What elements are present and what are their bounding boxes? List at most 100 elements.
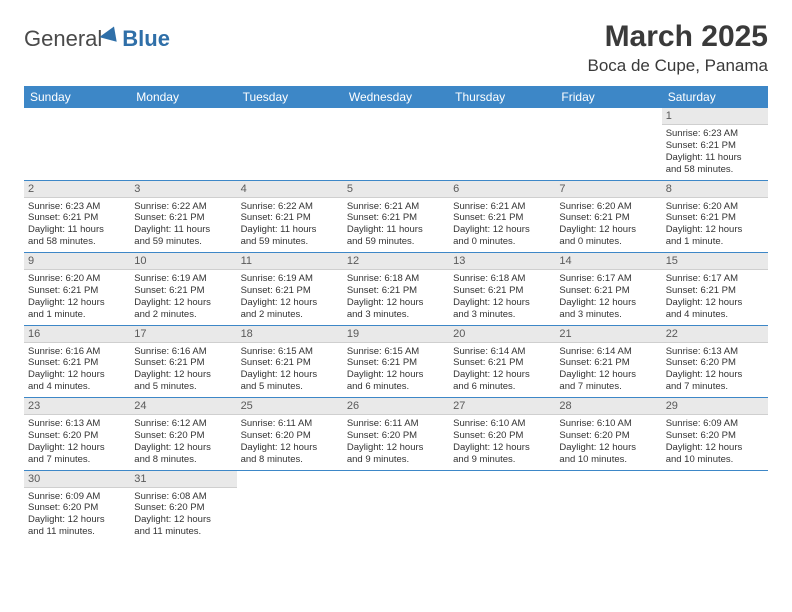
sunrise-text: Sunrise: 6:23 AM (666, 128, 764, 140)
daylight-text: Daylight: 12 hours (559, 224, 657, 236)
day-details: Sunrise: 6:21 AMSunset: 6:21 PMDaylight:… (343, 198, 449, 253)
day-number: 24 (130, 398, 236, 415)
calendar-cell: 28Sunrise: 6:10 AMSunset: 6:20 PMDayligh… (555, 398, 661, 471)
daylight-text: and 6 minutes. (453, 381, 551, 393)
calendar-row: 9Sunrise: 6:20 AMSunset: 6:21 PMDaylight… (24, 253, 768, 326)
day-number: 12 (343, 253, 449, 270)
sunrise-text: Sunrise: 6:17 AM (666, 273, 764, 285)
calendar-cell: 1Sunrise: 6:23 AMSunset: 6:21 PMDaylight… (662, 108, 768, 180)
calendar-cell: 8Sunrise: 6:20 AMSunset: 6:21 PMDaylight… (662, 180, 768, 253)
day-details: Sunrise: 6:09 AMSunset: 6:20 PMDaylight:… (662, 415, 768, 470)
day-details: Sunrise: 6:15 AMSunset: 6:21 PMDaylight:… (237, 343, 343, 398)
sunset-text: Sunset: 6:20 PM (559, 430, 657, 442)
daylight-text: and 7 minutes. (666, 381, 764, 393)
location-label: Boca de Cupe, Panama (587, 56, 768, 76)
day-details: Sunrise: 6:16 AMSunset: 6:21 PMDaylight:… (24, 343, 130, 398)
day-details: Sunrise: 6:10 AMSunset: 6:20 PMDaylight:… (555, 415, 661, 470)
calendar-cell: 27Sunrise: 6:10 AMSunset: 6:20 PMDayligh… (449, 398, 555, 471)
calendar-cell: 2Sunrise: 6:23 AMSunset: 6:21 PMDaylight… (24, 180, 130, 253)
sunset-text: Sunset: 6:21 PM (241, 212, 339, 224)
month-title: March 2025 (587, 20, 768, 54)
calendar-cell (237, 108, 343, 180)
sunset-text: Sunset: 6:21 PM (559, 357, 657, 369)
day-number: 25 (237, 398, 343, 415)
daylight-text: Daylight: 12 hours (453, 369, 551, 381)
day-details: Sunrise: 6:20 AMSunset: 6:21 PMDaylight:… (24, 270, 130, 325)
sunrise-text: Sunrise: 6:16 AM (28, 346, 126, 358)
day-header: Friday (555, 86, 661, 108)
daylight-text: Daylight: 12 hours (241, 369, 339, 381)
sunset-text: Sunset: 6:21 PM (28, 285, 126, 297)
calendar-cell: 12Sunrise: 6:18 AMSunset: 6:21 PMDayligh… (343, 253, 449, 326)
daylight-text: and 3 minutes. (559, 309, 657, 321)
calendar-cell: 14Sunrise: 6:17 AMSunset: 6:21 PMDayligh… (555, 253, 661, 326)
calendar-row: 30Sunrise: 6:09 AMSunset: 6:20 PMDayligh… (24, 470, 768, 542)
daylight-text: and 59 minutes. (347, 236, 445, 248)
day-details: Sunrise: 6:08 AMSunset: 6:20 PMDaylight:… (130, 488, 236, 543)
day-details: Sunrise: 6:11 AMSunset: 6:20 PMDaylight:… (343, 415, 449, 470)
day-number: 21 (555, 326, 661, 343)
calendar-cell: 31Sunrise: 6:08 AMSunset: 6:20 PMDayligh… (130, 470, 236, 542)
daylight-text: Daylight: 12 hours (28, 297, 126, 309)
calendar-table: Sunday Monday Tuesday Wednesday Thursday… (24, 86, 768, 542)
daylight-text: and 8 minutes. (241, 454, 339, 466)
sunrise-text: Sunrise: 6:23 AM (28, 201, 126, 213)
daylight-text: Daylight: 11 hours (241, 224, 339, 236)
daylight-text: Daylight: 12 hours (559, 297, 657, 309)
day-number: 3 (130, 181, 236, 198)
daylight-text: Daylight: 11 hours (28, 224, 126, 236)
daylight-text: and 7 minutes. (28, 454, 126, 466)
day-number: 7 (555, 181, 661, 198)
sunset-text: Sunset: 6:21 PM (134, 285, 232, 297)
day-details: Sunrise: 6:13 AMSunset: 6:20 PMDaylight:… (662, 343, 768, 398)
sunset-text: Sunset: 6:20 PM (666, 430, 764, 442)
day-details: Sunrise: 6:19 AMSunset: 6:21 PMDaylight:… (130, 270, 236, 325)
daylight-text: Daylight: 12 hours (134, 297, 232, 309)
calendar-cell: 5Sunrise: 6:21 AMSunset: 6:21 PMDaylight… (343, 180, 449, 253)
daylight-text: and 5 minutes. (241, 381, 339, 393)
sunset-text: Sunset: 6:20 PM (666, 357, 764, 369)
day-details: Sunrise: 6:20 AMSunset: 6:21 PMDaylight:… (555, 198, 661, 253)
day-header: Wednesday (343, 86, 449, 108)
sunrise-text: Sunrise: 6:20 AM (559, 201, 657, 213)
day-details: Sunrise: 6:14 AMSunset: 6:21 PMDaylight:… (449, 343, 555, 398)
sunrise-text: Sunrise: 6:14 AM (453, 346, 551, 358)
daylight-text: Daylight: 12 hours (134, 369, 232, 381)
calendar-cell: 3Sunrise: 6:22 AMSunset: 6:21 PMDaylight… (130, 180, 236, 253)
day-number: 20 (449, 326, 555, 343)
calendar-cell: 16Sunrise: 6:16 AMSunset: 6:21 PMDayligh… (24, 325, 130, 398)
sunset-text: Sunset: 6:21 PM (28, 212, 126, 224)
day-number: 27 (449, 398, 555, 415)
sunset-text: Sunset: 6:21 PM (134, 357, 232, 369)
daylight-text: and 58 minutes. (666, 164, 764, 176)
day-details: Sunrise: 6:11 AMSunset: 6:20 PMDaylight:… (237, 415, 343, 470)
daylight-text: Daylight: 12 hours (28, 514, 126, 526)
sunrise-text: Sunrise: 6:19 AM (241, 273, 339, 285)
sunrise-text: Sunrise: 6:15 AM (347, 346, 445, 358)
sunrise-text: Sunrise: 6:20 AM (666, 201, 764, 213)
sunset-text: Sunset: 6:20 PM (134, 430, 232, 442)
day-details: Sunrise: 6:17 AMSunset: 6:21 PMDaylight:… (662, 270, 768, 325)
sunset-text: Sunset: 6:21 PM (666, 212, 764, 224)
day-details: Sunrise: 6:21 AMSunset: 6:21 PMDaylight:… (449, 198, 555, 253)
day-details: Sunrise: 6:19 AMSunset: 6:21 PMDaylight:… (237, 270, 343, 325)
day-details: Sunrise: 6:20 AMSunset: 6:21 PMDaylight:… (662, 198, 768, 253)
sunset-text: Sunset: 6:21 PM (453, 212, 551, 224)
daylight-text: and 3 minutes. (347, 309, 445, 321)
daylight-text: and 2 minutes. (241, 309, 339, 321)
daylight-text: and 9 minutes. (347, 454, 445, 466)
calendar-cell (343, 108, 449, 180)
sunrise-text: Sunrise: 6:15 AM (241, 346, 339, 358)
day-number: 4 (237, 181, 343, 198)
brand-part2: Blue (122, 26, 170, 52)
day-details: Sunrise: 6:17 AMSunset: 6:21 PMDaylight:… (555, 270, 661, 325)
day-details: Sunrise: 6:22 AMSunset: 6:21 PMDaylight:… (237, 198, 343, 253)
daylight-text: and 4 minutes. (666, 309, 764, 321)
day-details: Sunrise: 6:14 AMSunset: 6:21 PMDaylight:… (555, 343, 661, 398)
daylight-text: Daylight: 12 hours (28, 442, 126, 454)
page-header: GeneralBlue March 2025 Boca de Cupe, Pan… (24, 20, 768, 76)
sunset-text: Sunset: 6:20 PM (28, 502, 126, 514)
day-number: 1 (662, 108, 768, 125)
daylight-text: Daylight: 12 hours (134, 442, 232, 454)
calendar-cell: 18Sunrise: 6:15 AMSunset: 6:21 PMDayligh… (237, 325, 343, 398)
